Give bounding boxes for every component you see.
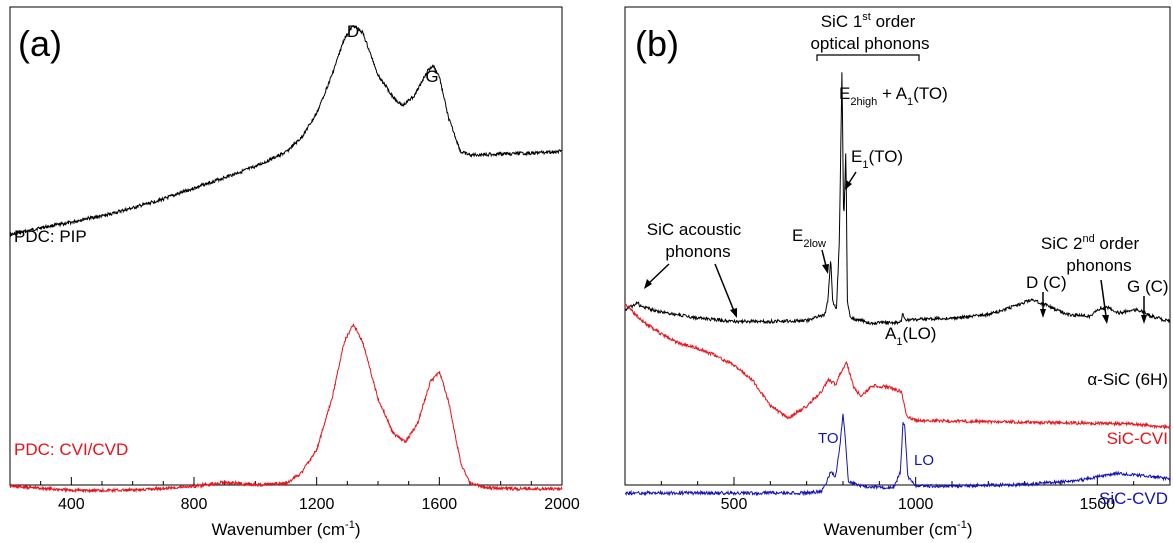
annotation-e2high-a1to: E2high + A1(TO): [839, 84, 948, 108]
series-label-pdc-cvi-cvd: PDC: CVI/CVD: [14, 440, 128, 459]
annotation-acoustic-line1: SiC acoustic: [647, 220, 742, 239]
annotation-first-order-line1: SiC 1st order: [821, 11, 916, 31]
x-tick-label: 800: [181, 496, 208, 513]
x-tick-label: 1500: [1080, 496, 1116, 513]
panel-a-series: [9, 25, 563, 494]
arrowhead-e1to: [845, 180, 852, 190]
panel-a-label: (a): [18, 23, 62, 64]
series-line: [624, 413, 1171, 497]
annotation-d-c: D (C): [1026, 273, 1067, 292]
x-tick-label: 400: [58, 496, 85, 513]
series-line: [624, 72, 1171, 326]
panel-b-label: (b): [635, 23, 679, 64]
arrowhead-acoustic-right: [730, 308, 737, 318]
panel-a-x-ticks: [9, 477, 563, 485]
panel-a: 400 800 1200 1600 2000 (a) D G PDC: PIP PDC:…: [9, 6, 580, 539]
series-label-sic-cvi: SiC-CVI: [1107, 429, 1168, 448]
series-line: [10, 25, 562, 237]
arrowhead-d-c: [1040, 309, 1046, 318]
series-label-alpha-sic: α-SiC (6H): [1087, 370, 1168, 389]
panel-b-x-axis-title: Wavenumber (cm-1): [824, 519, 973, 539]
annotation-second-order-line2: phonons: [1066, 256, 1131, 275]
arrowhead-e2low: [822, 264, 829, 274]
panel-a-x-axis-title: Wavenumber (cm-1): [212, 519, 361, 539]
annotation-first-order-line2: optical phonons: [810, 34, 929, 53]
x-tick-label: 2000: [544, 496, 580, 513]
series-line: [624, 303, 1171, 430]
x-tick-label: 1600: [422, 496, 458, 513]
panel-a-x-tick-labels: 400 800 1200 1600 2000: [58, 496, 580, 513]
panel-b-frame: [624, 6, 1171, 486]
arrow-second-order: [1100, 279, 1107, 317]
peak-label-d: D: [347, 22, 359, 41]
annotation-g-c: G (C): [1127, 277, 1169, 296]
arrowhead-g-c: [1141, 315, 1147, 324]
panel-a-frame: [9, 6, 563, 486]
panel-b-series: [624, 72, 1171, 497]
x-tick-label: 1200: [299, 496, 335, 513]
arrowhead-second-order: [1102, 315, 1109, 324]
peak-label-to: TO: [818, 430, 839, 447]
first-order-bracket: [816, 54, 920, 61]
series-line: [9, 323, 563, 494]
series-label-pdc-pip: PDC: PIP: [14, 227, 87, 246]
peak-label-lo: LO: [914, 452, 934, 469]
annotation-acoustic-line2: phonons: [665, 242, 730, 261]
annotation-second-order-line1: SiC 2nd order: [1041, 233, 1140, 253]
panel-b: 500 1000 1500 (b) SiC 1st order optical ph…: [624, 6, 1171, 539]
series-label-sic-cvd: SiC-CVD: [1099, 489, 1168, 508]
peak-label-g: G: [425, 67, 438, 86]
x-tick-label: 500: [721, 496, 748, 513]
x-tick-label: 1000: [898, 496, 934, 513]
panel-b-x-tick-labels: 500 1000 1500: [721, 496, 1116, 513]
annotation-e2low: E2low: [792, 226, 826, 250]
arrow-acoustic-left: [647, 263, 670, 285]
arrow-acoustic-right: [714, 263, 735, 312]
annotation-a1lo: A1(LO): [885, 324, 936, 348]
arrowhead-acoustic-left: [644, 279, 652, 289]
annotation-e1to: E1(TO): [851, 147, 903, 171]
arrow-e2low: [821, 249, 827, 267]
